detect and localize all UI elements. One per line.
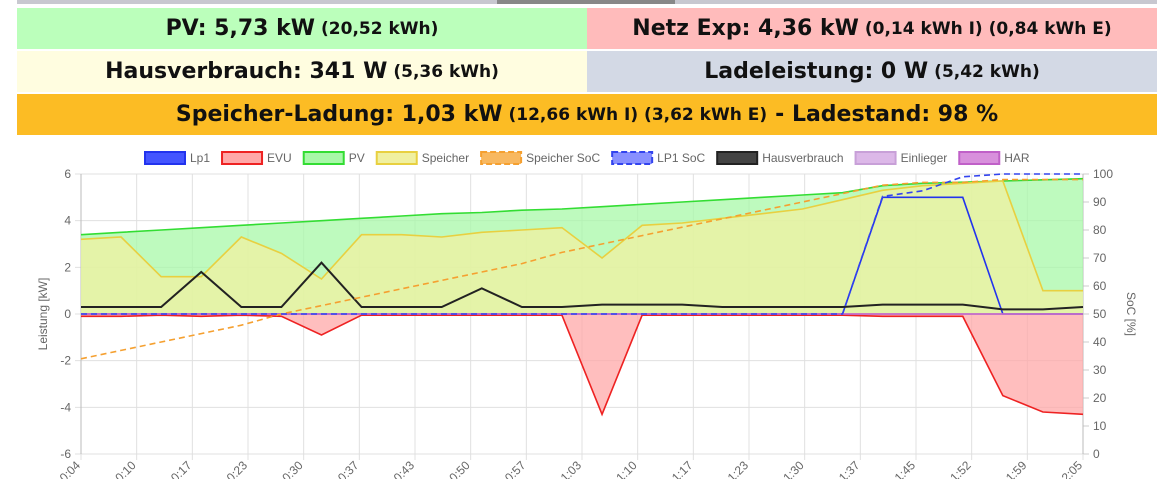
y2-tick-label: 10 — [1093, 419, 1107, 433]
status-detail: (20,52 kWh) — [321, 18, 439, 39]
legend-item: Speicher — [375, 151, 469, 165]
y-tick-label: -6 — [60, 447, 71, 461]
status-detail: (5,42 kWh) — [934, 61, 1040, 82]
y2-tick-label: 60 — [1093, 279, 1107, 293]
series-line — [80, 178, 1083, 360]
legend-swatch — [480, 151, 523, 165]
x-tick-label: 1:37 — [836, 458, 863, 479]
status-main: Hausverbrauch: 341 W — [105, 59, 388, 84]
status-main: PV: 5,73 kW — [165, 16, 316, 41]
status-cell: Netz Exp: 4,36 kW (0,14 kWh I) (0,84 kWh … — [587, 8, 1157, 49]
legend-item: PV — [302, 151, 365, 165]
legend-item: Speicher SoC — [480, 151, 600, 165]
y2-tick-label: 70 — [1093, 251, 1107, 265]
status-detail: (12,66 kWh I) (3,62 kWh E) — [508, 104, 768, 125]
y2-tick-label: 40 — [1093, 335, 1107, 349]
x-tick-label: 0:50 — [446, 458, 473, 479]
series-line — [80, 180, 1083, 292]
legend-label: HAR — [1004, 151, 1030, 165]
status-detail: (5,36 kWh) — [393, 61, 499, 82]
x-tick-label: 1:23 — [725, 458, 752, 479]
y2-tick-label: 30 — [1093, 363, 1107, 377]
legend-item: EVU — [221, 151, 292, 165]
series-line — [80, 177, 1084, 236]
legend-label: Lp1 — [190, 151, 210, 165]
x-tick-label: 0:43 — [391, 458, 418, 479]
legend-swatch — [221, 151, 264, 165]
status-main: Netz Exp: 4,36 kW — [632, 16, 859, 41]
legend-label: Hausverbrauch — [762, 151, 843, 165]
status-detail: (0,14 kWh I) (0,84 kWh E) — [864, 18, 1112, 39]
x-tick-label: 0:23 — [224, 458, 251, 479]
x-tick-label: 1:10 — [613, 458, 640, 479]
legend-swatch — [144, 151, 186, 165]
y-tick-label: 2 — [64, 260, 71, 274]
x-tick-label: 1:30 — [780, 458, 807, 479]
y2-axis-title: SoC [%] — [1124, 292, 1138, 336]
status-cell: Speicher-Ladung: 1,03 kW (12,66 kWh I) (3… — [17, 94, 1157, 135]
series-line — [81, 261, 1084, 311]
legend-swatch — [958, 151, 1001, 165]
y2-tick-label: 100 — [1093, 167, 1113, 181]
legend-swatch — [375, 151, 418, 165]
y2-tick-label: 50 — [1093, 307, 1107, 321]
status-main: Ladeleistung: 0 W — [704, 59, 929, 84]
x-tick-label: 1:45 — [892, 458, 919, 479]
series-line — [81, 314, 1084, 417]
legend-item: LP1 SoC — [611, 151, 706, 165]
y2-tick-label: 0 — [1093, 447, 1100, 461]
series-line — [81, 173, 1083, 315]
y2-tick-label: 90 — [1093, 195, 1107, 209]
legend-label: Speicher — [422, 151, 469, 165]
legend-item: Einlieger — [854, 151, 948, 165]
legend-label: Speicher SoC — [526, 151, 600, 165]
y-tick-label: 0 — [64, 307, 71, 321]
legend-swatch — [854, 151, 897, 165]
x-tick-label: 0:10 — [112, 458, 139, 479]
x-tick-label: 1:59 — [1003, 458, 1030, 479]
top-bar — [17, 0, 1157, 4]
legend-swatch — [302, 151, 345, 165]
y-tick-label: 4 — [64, 214, 71, 228]
y-tick-label: 6 — [64, 167, 71, 181]
legend-label: Einlieger — [901, 151, 948, 165]
legend-swatch — [611, 151, 654, 165]
y-tick-label: -4 — [60, 400, 71, 414]
y-axis-title: Leistung [kW] — [36, 278, 50, 351]
x-tick-label: 0:30 — [279, 458, 306, 479]
legend-item: Hausverbrauch — [716, 151, 844, 165]
x-tick-label: 0:04 — [57, 458, 84, 479]
y-tick-label: -2 — [60, 354, 71, 368]
status-suffix: - Ladestand: 98 % — [775, 102, 999, 127]
legend-swatch — [716, 151, 759, 165]
legend-label: EVU — [267, 151, 292, 165]
legend-label: LP1 SoC — [657, 151, 705, 165]
status-cell: Ladeleistung: 0 W (5,42 kWh) — [587, 51, 1157, 92]
x-tick-label: 1:17 — [669, 458, 696, 479]
y2-tick-label: 20 — [1093, 391, 1107, 405]
x-tick-label: 2:05 — [1059, 458, 1086, 479]
status-main: Speicher-Ladung: 1,03 kW — [175, 102, 503, 127]
legend-item: Lp1 — [144, 151, 210, 165]
status-cell: Hausverbrauch: 341 W (5,36 kWh) — [17, 51, 587, 92]
x-tick-label: 0:57 — [502, 458, 529, 479]
status-cell: PV: 5,73 kW (20,52 kWh) — [17, 8, 587, 49]
y2-tick-label: 80 — [1093, 223, 1107, 237]
x-tick-label: 1:03 — [558, 458, 585, 479]
legend-label: PV — [349, 151, 365, 165]
legend-item: HAR — [958, 151, 1030, 165]
x-tick-label: 0:37 — [335, 458, 362, 479]
x-tick-label: 0:17 — [168, 458, 195, 479]
x-tick-label: 1:52 — [947, 458, 974, 479]
